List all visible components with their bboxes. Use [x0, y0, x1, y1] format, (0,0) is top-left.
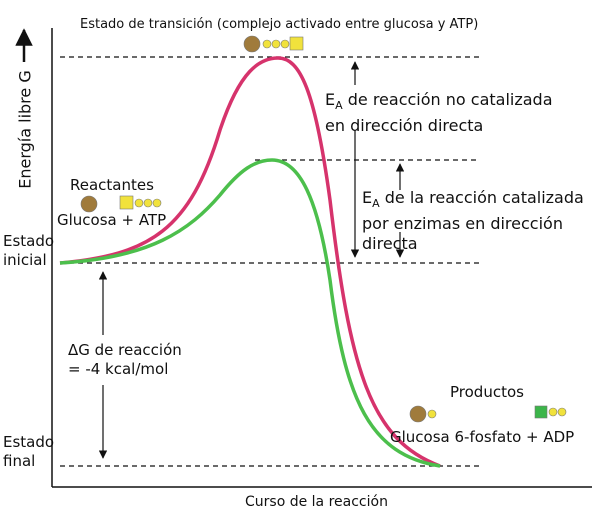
products-heading: Productos: [450, 383, 524, 401]
initial-state: Estado inicial: [3, 232, 55, 269]
ea-catalyzed: EA de la reacción catalizada por enzimas…: [362, 188, 602, 254]
ea-text: de reacción no catalizada en dirección d…: [325, 90, 553, 136]
uncatalyzed-curve: [59, 56, 441, 468]
delta-g-line1: ΔG de reacción: [68, 341, 182, 359]
ea-symbol: E: [325, 90, 336, 109]
axes: [15, 28, 592, 488]
final-state: Estado final: [3, 433, 55, 470]
level-lines: [60, 56, 480, 467]
ea-subscript: A: [372, 197, 380, 211]
arrows: [98, 61, 405, 459]
ea-uncatalyzed: EA de reacción no catalizada en direcció…: [325, 90, 565, 136]
delta-g-line2: = -4 kcal/mol: [68, 360, 169, 378]
catalyzed-curve: [59, 158, 441, 468]
ea-symbol: E: [362, 188, 373, 207]
molecule-icons: [80, 35, 567, 423]
y-axis-label: Energía libre G: [15, 70, 35, 189]
title: Estado de transición (complejo activado …: [80, 17, 479, 32]
ea-subscript: A: [335, 99, 343, 113]
ea-text: de la reacción catalizada por enzimas en…: [362, 188, 584, 254]
reactants-heading: Reactantes: [70, 176, 154, 194]
products-formula: Glucosa 6-fosfato + ADP: [390, 428, 575, 446]
reactants-formula: Glucosa + ATP: [57, 211, 167, 229]
x-axis-label: Curso de la reacción: [245, 494, 388, 510]
